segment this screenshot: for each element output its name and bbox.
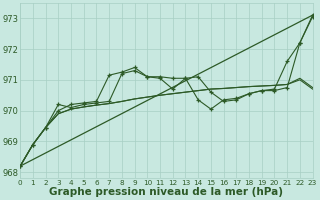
- X-axis label: Graphe pression niveau de la mer (hPa): Graphe pression niveau de la mer (hPa): [49, 187, 284, 197]
